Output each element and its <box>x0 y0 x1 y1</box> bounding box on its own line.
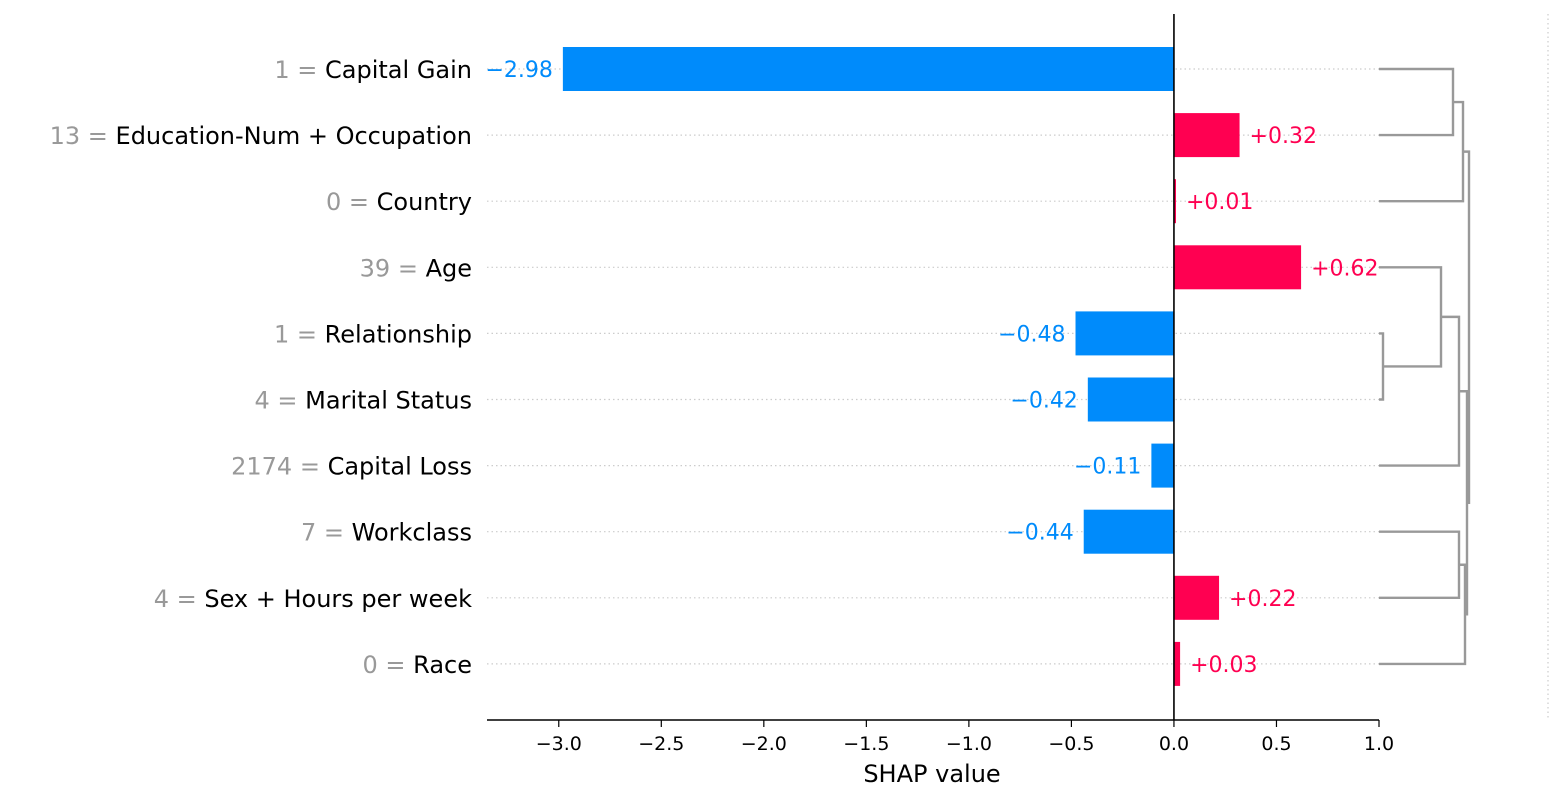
equals-sign: = <box>169 585 204 613</box>
bar-value-label: −2.98 <box>485 58 552 83</box>
x-tick-label: −2.0 <box>741 733 787 755</box>
feature-name: Workclass <box>352 519 472 547</box>
equals-sign: = <box>378 651 413 679</box>
feature-label: 13 = Education-Num + Occupation <box>50 122 472 150</box>
x-axis: SHAP value −3.0 −2.5 −2.0 −1.5 −1.0 −0.5 0.0 0.… <box>487 14 1394 788</box>
feature-label: 0 = Race <box>363 651 472 679</box>
equals-sign: = <box>292 453 327 481</box>
feature-label: 0 = Country <box>326 188 472 216</box>
bar-value-label: −0.42 <box>1010 389 1077 414</box>
feature-value: 1 <box>274 56 289 84</box>
equals-sign: = <box>316 519 351 547</box>
bar-value-label: +0.32 <box>1250 124 1317 149</box>
bar-value-label: −0.44 <box>1006 521 1073 546</box>
gridlines <box>487 68 1379 665</box>
x-axis-title: SHAP value <box>863 760 1000 788</box>
feature-value: 7 <box>301 519 316 547</box>
equals-sign: = <box>289 320 324 348</box>
bars: −2.98 +0.32 +0.01 +0.62 −0.48 −0.42 −0.11 −0.44… <box>485 47 1379 686</box>
bar-value-label: +0.01 <box>1186 190 1253 215</box>
dendrogram-link <box>1379 315 1461 467</box>
feature-value: 4 <box>154 585 169 613</box>
feature-name: Capital Gain <box>325 56 472 84</box>
feature-name: Country <box>377 188 472 216</box>
bar-value-label: −0.48 <box>998 322 1065 347</box>
clustering-dendrogram <box>1379 14 1549 720</box>
equals-sign: = <box>341 188 376 216</box>
shap-bar <box>1173 245 1302 290</box>
feature-name: Relationship <box>325 320 472 348</box>
feature-label: 1 = Relationship <box>274 320 472 348</box>
dendrogram-link <box>1379 530 1461 599</box>
shap-bar <box>1151 443 1174 488</box>
dendrogram-link <box>1379 563 1467 666</box>
x-tick-label: 1.0 <box>1364 733 1394 755</box>
shap-bar <box>1173 179 1176 224</box>
feature-label: 4 = Marital Status <box>255 387 473 415</box>
bar-value-label: −0.11 <box>1074 455 1141 480</box>
equals-sign: = <box>270 387 305 415</box>
shap-bar <box>1173 641 1181 686</box>
dendrogram-link <box>1379 332 1385 401</box>
x-tick-label: 0.5 <box>1261 733 1291 755</box>
shap-bar <box>1173 575 1220 620</box>
bar-value-label: +0.62 <box>1311 256 1378 281</box>
equals-sign: = <box>390 254 425 282</box>
x-tick-label: −1.5 <box>843 733 889 755</box>
feature-name: Sex + Hours per week <box>204 585 472 613</box>
bar-value-label: +0.22 <box>1229 587 1296 612</box>
feature-labels: 1 = Capital Gain 13 = Education-Num + Occ… <box>50 56 472 679</box>
dendrogram-link <box>1379 100 1465 203</box>
dendrogram-link <box>1379 67 1455 137</box>
feature-value: 13 <box>50 122 81 150</box>
x-tick-label: −0.5 <box>1048 733 1094 755</box>
feature-name: Marital Status <box>305 387 472 415</box>
shap-bar <box>1173 113 1240 158</box>
feature-label: 2174 = Capital Loss <box>231 453 472 481</box>
feature-label: 4 = Sex + Hours per week <box>154 585 472 613</box>
feature-value: 0 <box>326 188 341 216</box>
x-tick-label: −1.0 <box>946 733 992 755</box>
feature-value: 39 <box>360 254 391 282</box>
feature-value: 4 <box>255 387 270 415</box>
shap-bar <box>1087 377 1174 422</box>
shap-bar <box>562 47 1174 91</box>
dendrogram-link <box>1463 150 1471 504</box>
feature-value: 0 <box>363 651 378 679</box>
dendrogram-link <box>1379 266 1443 368</box>
equals-sign: = <box>290 56 325 84</box>
feature-label: 39 = Age <box>360 254 472 282</box>
feature-value: 1 <box>274 320 289 348</box>
feature-name: Race <box>413 651 472 679</box>
feature-name: Education-Num + Occupation <box>116 122 472 150</box>
bar-value-label: +0.03 <box>1190 653 1257 678</box>
equals-sign: = <box>80 122 115 150</box>
shap-bar <box>1083 509 1174 554</box>
x-tick-label: −3.0 <box>536 733 582 755</box>
feature-name: Capital Loss <box>328 453 472 481</box>
feature-name: Age <box>426 254 472 282</box>
x-tick-label: 0.0 <box>1159 733 1189 755</box>
x-tick-label: −2.5 <box>638 733 684 755</box>
feature-value: 2174 <box>231 453 292 481</box>
feature-label: 1 = Capital Gain <box>274 56 472 84</box>
shap-bar <box>1075 311 1174 356</box>
feature-label: 7 = Workclass <box>301 519 472 547</box>
